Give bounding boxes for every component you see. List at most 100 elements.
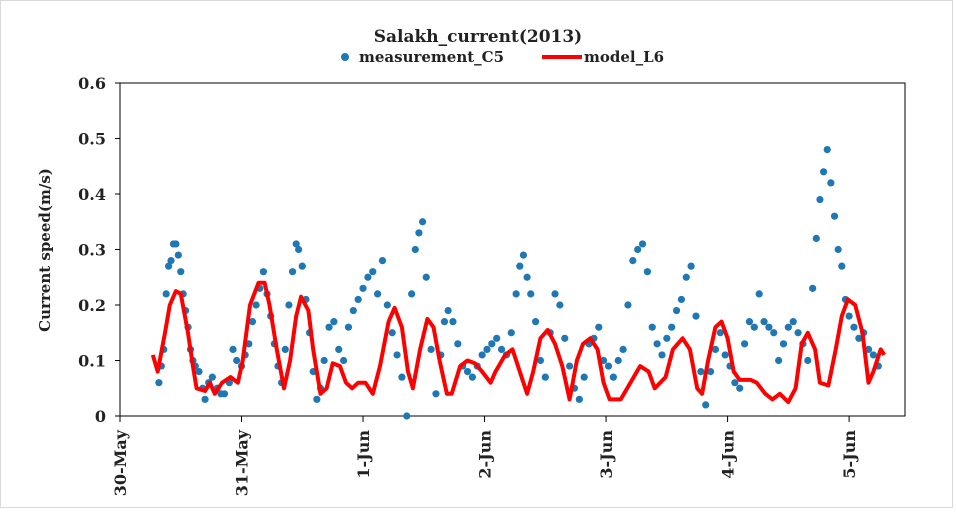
measurement-point [755, 290, 763, 298]
y-tick-label: 0.6 [78, 74, 106, 93]
measurement-point [668, 323, 676, 331]
measurement-point [830, 212, 839, 220]
y-tick-label: 0.3 [78, 241, 106, 260]
measurement-point [838, 262, 846, 270]
measurement-point [624, 301, 632, 309]
measurement-point [313, 395, 321, 403]
measurement-point [619, 345, 627, 353]
measurement-point [349, 306, 357, 315]
measurement-point [536, 356, 545, 365]
measurement-point [702, 401, 710, 409]
measurement-point [845, 312, 853, 320]
measurement-point [809, 284, 817, 292]
measurement-point [493, 334, 501, 342]
x-tick-label: 1-Jun [354, 430, 373, 479]
measurement-point [285, 301, 293, 309]
measurement-point [736, 384, 744, 392]
measurement-point [638, 240, 647, 248]
measurement-point [463, 368, 472, 376]
measurement-point [551, 290, 559, 298]
measurement-point [155, 379, 163, 387]
chart-title: Salakh_current(2013) [374, 27, 582, 47]
measurement-point [760, 318, 768, 326]
measurement-point [165, 262, 173, 270]
measurement-point [745, 318, 754, 326]
measurement-point [330, 318, 338, 326]
measurement-point [403, 412, 411, 420]
y-tick-label: 0.5 [78, 130, 106, 149]
measurement-point [850, 323, 858, 331]
measurement-point [663, 334, 671, 342]
measurement-point [497, 345, 506, 353]
measurement-point [653, 340, 661, 348]
measurement-point [427, 345, 435, 353]
measurement-point [812, 234, 820, 242]
y-tick-label: 0 [95, 407, 106, 426]
measurement-point [648, 323, 656, 331]
y-tick-label: 0.4 [78, 185, 106, 204]
x-tick-label: 30-May [111, 429, 130, 496]
measurement-point [823, 146, 831, 154]
measurement-point [259, 268, 267, 276]
measurement-point [775, 356, 783, 365]
measurement-point [344, 323, 353, 331]
measurement-point [320, 356, 328, 365]
measurement-point [369, 268, 377, 276]
measurement-point [784, 323, 792, 331]
measurement-point [415, 229, 423, 237]
measurement-point [408, 290, 416, 298]
measurement-point [440, 318, 449, 326]
measurement-point [516, 262, 524, 270]
measurement-point [634, 245, 642, 254]
measurement-point [208, 373, 216, 381]
measurement-point [422, 273, 430, 281]
measurement-point [523, 273, 531, 281]
measurement-point [512, 290, 520, 298]
measurement-point [468, 373, 476, 381]
measurement-point [393, 351, 401, 359]
measurement-point [449, 318, 457, 326]
measurement-point [354, 295, 362, 304]
measurement-point [864, 345, 873, 353]
measurement-point [488, 340, 496, 348]
measurement-point [721, 351, 729, 359]
measurement-point [672, 306, 681, 315]
measurement-point [658, 351, 666, 359]
measurement-point [172, 240, 180, 248]
measurement-point [609, 373, 617, 381]
measurement-point [220, 390, 229, 398]
measurement-point [201, 395, 209, 403]
measurement-point [398, 373, 406, 381]
x-tick-label: 2-Jun [476, 430, 495, 479]
measurement-point [444, 306, 452, 315]
measurement-point [288, 268, 297, 276]
measurement-point [677, 295, 686, 304]
measurement-point [834, 245, 842, 254]
measurement-point [177, 268, 185, 276]
measurement-point [629, 257, 637, 265]
measurement-point [804, 356, 812, 365]
measurement-point [298, 262, 306, 270]
measurement-point [692, 312, 700, 320]
measurement-point [566, 362, 574, 370]
measurement-point [643, 268, 651, 276]
measurement-point [855, 334, 863, 342]
measurement-point [575, 395, 583, 403]
measurement-point [229, 345, 237, 353]
measurement-point [789, 318, 797, 326]
measurement-point [827, 179, 835, 187]
measurement-point [519, 251, 528, 259]
measurement-point [248, 318, 257, 326]
measurement-point [281, 345, 289, 353]
model-line [150, 280, 886, 405]
x-tick-label: 4-Jun [719, 430, 738, 479]
measurement-point [595, 323, 603, 331]
measurement-point [359, 284, 367, 292]
measurement-point [418, 218, 427, 226]
y-tick-label: 0.2 [78, 296, 106, 315]
measurement-point [383, 301, 391, 309]
measurement-point [697, 368, 705, 376]
measurement-point [561, 334, 569, 342]
